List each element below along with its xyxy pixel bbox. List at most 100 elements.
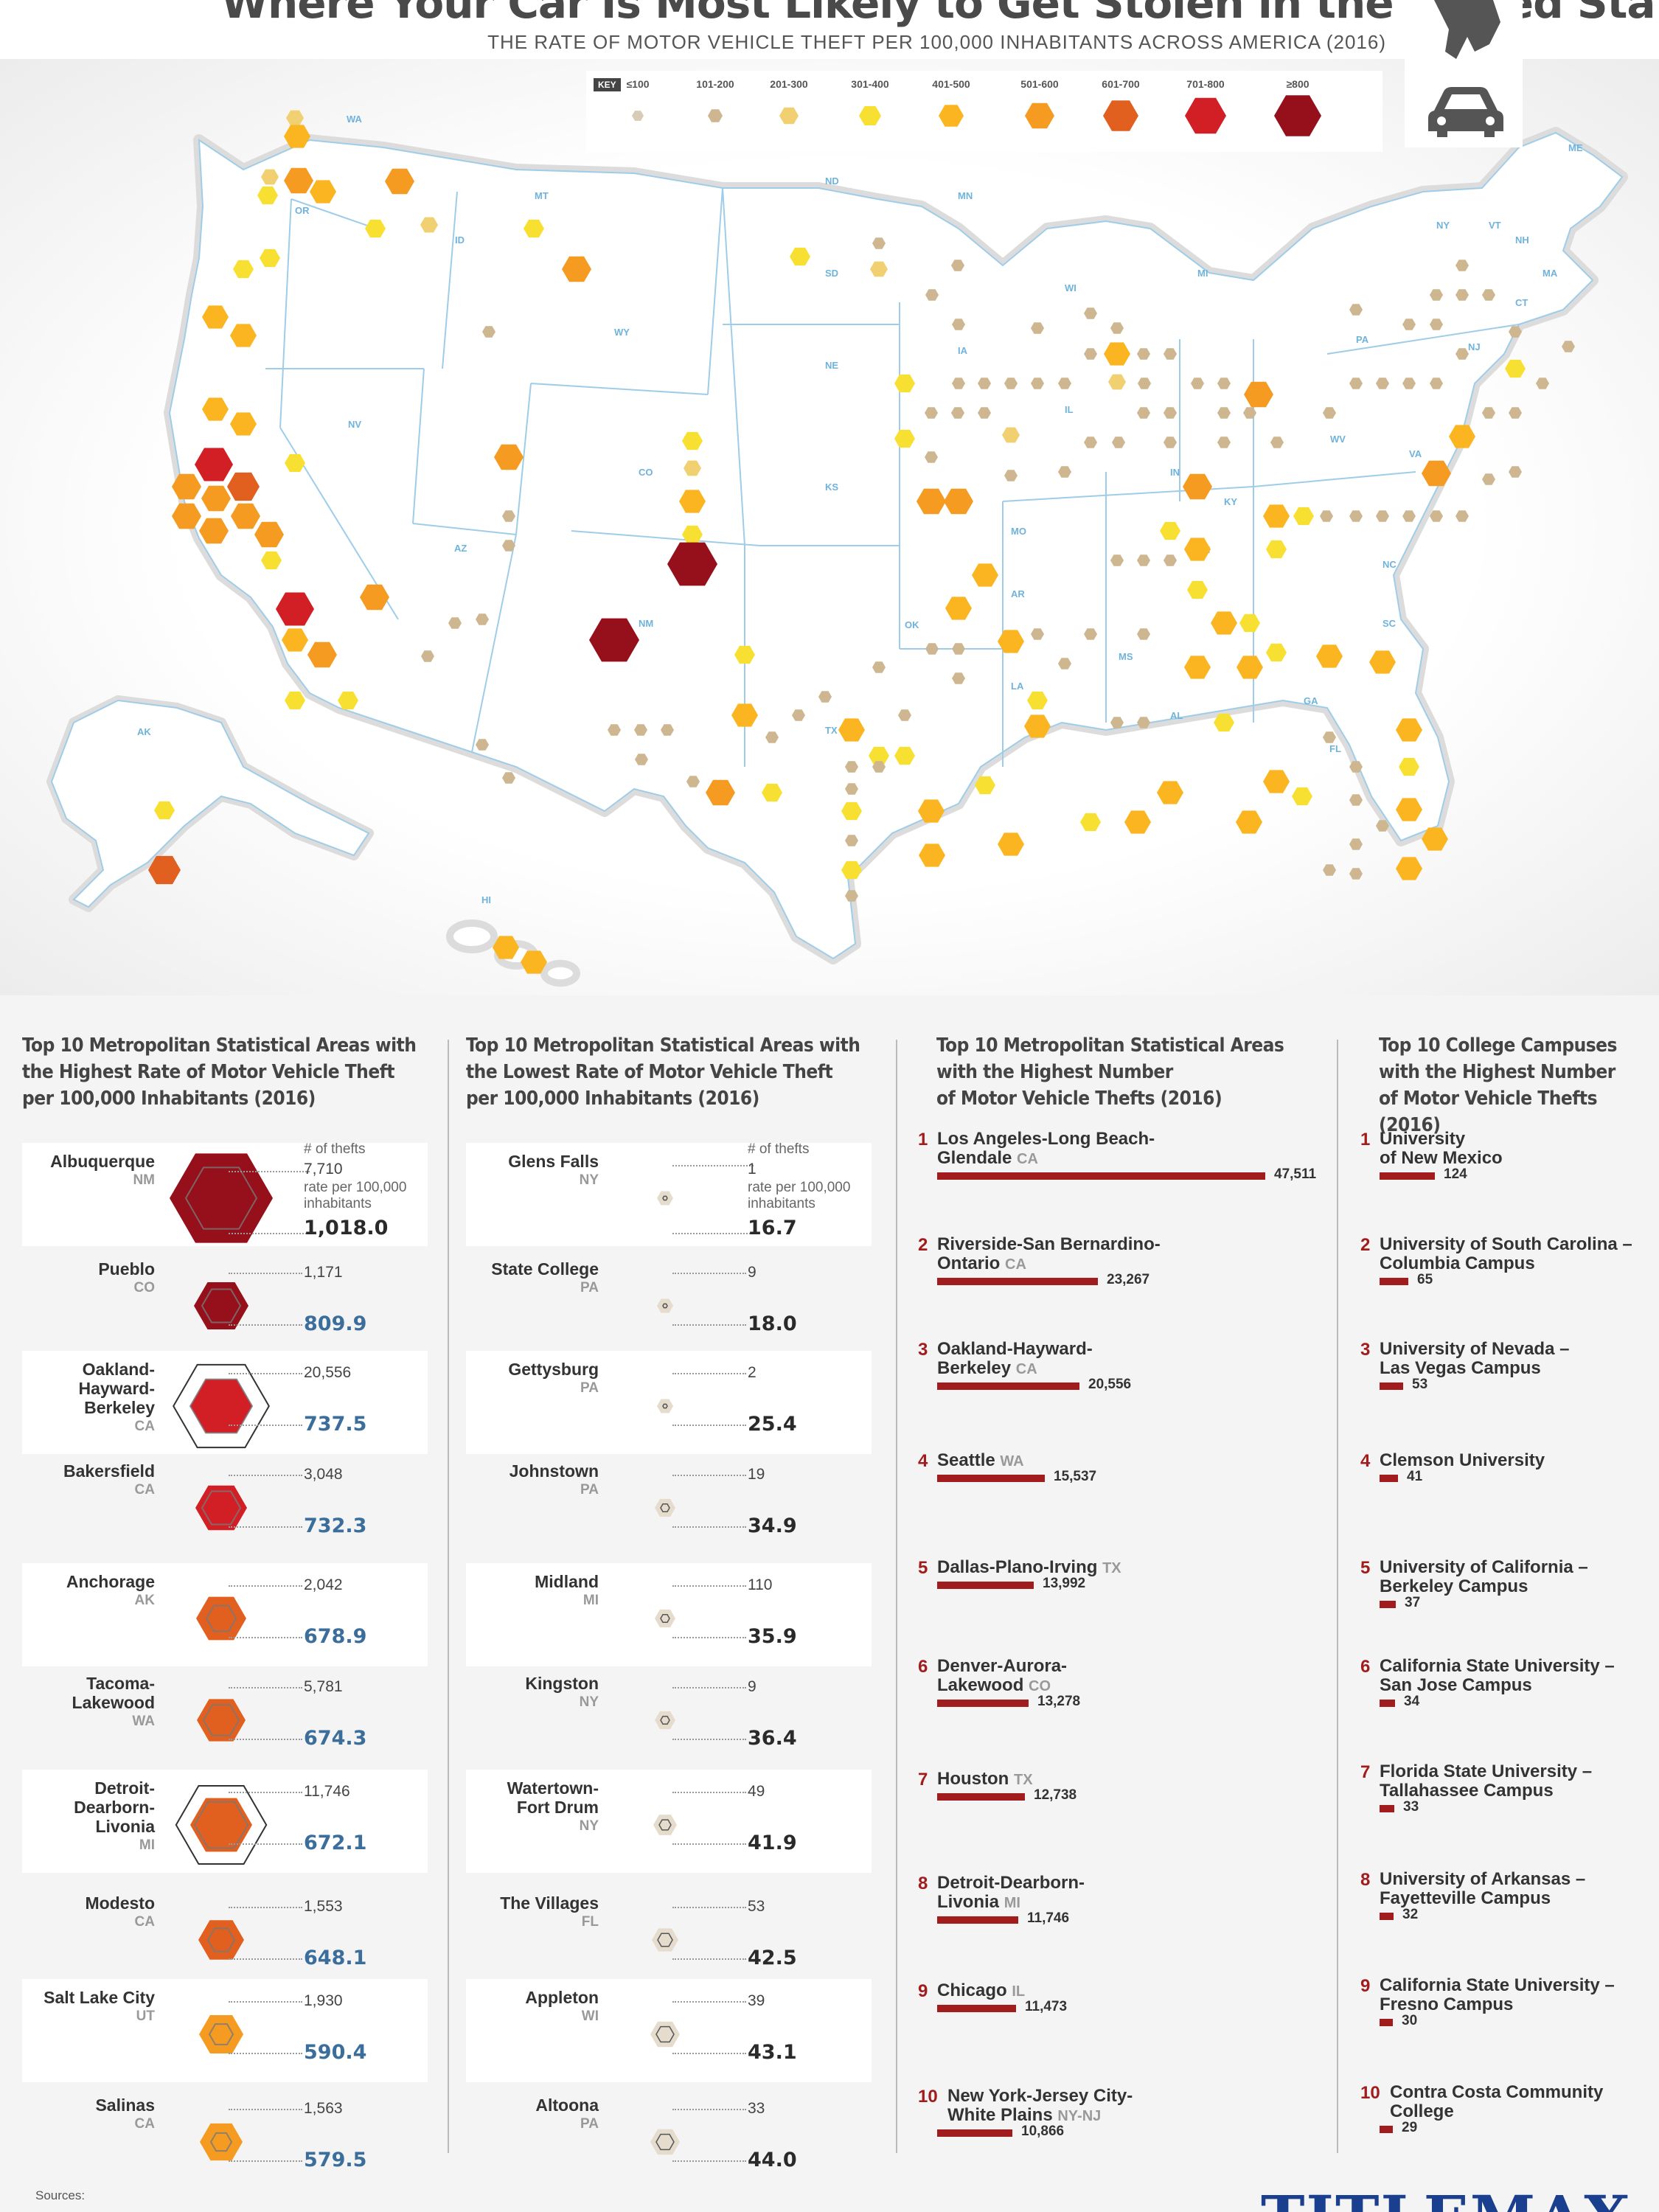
map-hexagon-marker xyxy=(1349,794,1363,806)
key-badge: KEY xyxy=(594,78,621,91)
rank-list-item: 7 Florida State University – Tallahassee C… xyxy=(1360,1762,1655,1843)
leader-line xyxy=(229,1907,302,1908)
rank-value: 20,556 xyxy=(1088,1377,1132,1392)
map-hexagon-marker xyxy=(365,219,386,238)
map-hexagon-marker xyxy=(944,488,973,515)
thefts-value: 20,556 xyxy=(304,1364,352,1381)
map-hexagon-marker xyxy=(1316,644,1343,668)
map-hexagon-marker xyxy=(1110,322,1124,334)
rank-name-line: Ontario CA xyxy=(937,1254,1225,1274)
map-hexagon-marker xyxy=(951,407,964,419)
city-name-line: Altoona xyxy=(535,2096,599,2115)
state-code: WA xyxy=(1000,1453,1024,1470)
rank-list-item: 3 Oakland-Hayward- Berkeley CA 20,556 xyxy=(918,1340,1331,1421)
state-label: CT xyxy=(1515,297,1528,308)
state-label: MI xyxy=(1197,268,1208,279)
city-name-line: Dearborn- xyxy=(74,1798,155,1817)
map-hexagon-marker xyxy=(1244,381,1273,408)
rate-label: rate per 100,000 xyxy=(748,1180,851,1195)
rank-list-item: 6 California State University – San Jose C… xyxy=(1360,1657,1655,1738)
leader-line xyxy=(672,1843,746,1845)
map-hexagon-marker xyxy=(1422,460,1451,487)
rank-bar xyxy=(1380,1278,1408,1285)
legend-label: ≤100 xyxy=(626,78,650,90)
leader-line xyxy=(229,1687,302,1688)
rank-number: 2 xyxy=(918,1235,928,1255)
map-shapes xyxy=(46,127,1628,987)
state-code: FL xyxy=(581,1914,599,1930)
rank-bar xyxy=(937,1582,1034,1589)
metro-card: Salt Lake City UT 1,930 590.4 xyxy=(22,1979,428,2082)
map-hexagon-marker xyxy=(199,518,229,544)
rank-name-line: Berkeley Campus xyxy=(1380,1576,1528,1596)
rank-bar xyxy=(1380,1805,1394,1812)
rank-name-line: Clemson University xyxy=(1380,1450,1545,1470)
rank-name-line: Houston TX xyxy=(937,1770,1225,1790)
thefts-value: 7,710 xyxy=(304,1161,343,1178)
rank-name: University of New Mexico xyxy=(1380,1130,1659,1168)
state-label: KY xyxy=(1224,496,1237,507)
hexagon-icon xyxy=(650,2021,680,2048)
leader-line xyxy=(672,1475,746,1476)
map-hexagon-marker xyxy=(1164,348,1177,360)
rank-value: 30 xyxy=(1402,2013,1418,2028)
map-hexagon-marker xyxy=(838,718,865,742)
rate-value: 18.0 xyxy=(748,1312,797,1335)
leader-line xyxy=(672,1324,746,1326)
state-code: CA xyxy=(134,2116,155,2132)
legend-hexagon-icon xyxy=(708,109,723,122)
rank-value: 37 xyxy=(1405,1595,1421,1610)
rank-bar xyxy=(937,1172,1265,1180)
map-hexagon-marker xyxy=(1369,650,1396,674)
map-hexagon-marker xyxy=(667,542,717,586)
map-hexagon-marker xyxy=(731,703,758,727)
leader-line xyxy=(672,1233,754,1234)
map-hexagon-marker xyxy=(706,779,735,806)
map-hexagon-marker xyxy=(1482,407,1495,419)
map-hexagon-marker xyxy=(307,641,337,668)
state-label: SD xyxy=(825,268,838,279)
rank-value: 23,267 xyxy=(1107,1272,1150,1287)
thefts-value: 5,781 xyxy=(304,1678,343,1695)
map-hexagon-marker xyxy=(925,407,938,419)
state-label: KS xyxy=(825,481,838,493)
city-name: Watertown- Fort Drum xyxy=(466,1778,599,1817)
city-name-line: Salinas xyxy=(95,2096,155,2115)
state-code: CO xyxy=(1029,1678,1051,1694)
leader-line xyxy=(672,1373,746,1374)
city-name-line: State College xyxy=(491,1259,599,1279)
rank-number: 1 xyxy=(918,1130,928,1150)
leader-line xyxy=(672,2001,746,2003)
thefts-label: # of thefts xyxy=(748,1141,810,1157)
col1-title: Top 10 Metropolitan Statistical Areas wi… xyxy=(22,1034,417,1110)
map-hexagon-marker xyxy=(285,453,305,473)
map-hexagon-marker xyxy=(894,374,915,393)
map-hexagon-marker xyxy=(1399,757,1419,776)
rank-value: 29 xyxy=(1402,2120,1418,2135)
legend-item: ≤100 xyxy=(608,78,667,145)
map-hexagon-marker xyxy=(1124,810,1151,834)
legend-label: 101-200 xyxy=(696,78,734,90)
city-name-line: Glens Falls xyxy=(508,1152,599,1171)
map-hexagon-marker xyxy=(951,260,964,271)
metro-card: Watertown- Fort Drum NY 49 41.9 xyxy=(466,1770,872,1873)
legend-item: 601-700 xyxy=(1091,78,1150,145)
map-hexagon-marker xyxy=(360,584,389,611)
city-name: Midland xyxy=(466,1572,599,1591)
map-hexagon-marker xyxy=(172,473,201,500)
thefts-value: 49 xyxy=(748,1783,765,1800)
map-hexagon-marker xyxy=(894,429,915,448)
city-name: Detroit- Dearborn- Livonia xyxy=(22,1778,155,1836)
hexagon-icon xyxy=(195,1485,247,1531)
city-name-line: Oakland- xyxy=(82,1360,155,1379)
rate-value: 590.4 xyxy=(304,2041,367,2064)
rank-bar xyxy=(1380,2019,1393,2026)
state-label: VA xyxy=(1409,448,1422,459)
state-label: MO xyxy=(1011,526,1026,537)
rate-value: 44.0 xyxy=(748,2149,797,2171)
map-hexagon-marker xyxy=(261,551,282,570)
city-name-line: Livonia xyxy=(95,1817,155,1836)
rank-bar xyxy=(937,1700,1029,1707)
rank-list-item: 5 University of California – Berkeley Camp… xyxy=(1360,1558,1655,1639)
rank-value: 11,473 xyxy=(1025,1999,1068,2014)
